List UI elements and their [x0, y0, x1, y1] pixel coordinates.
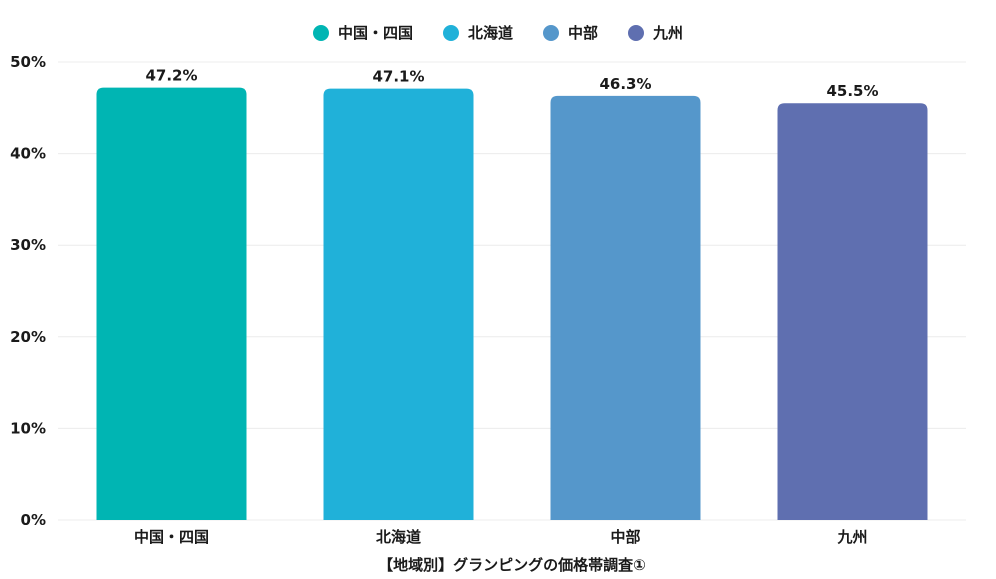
legend-label: 中部	[568, 24, 599, 42]
x-tick-label: 中部	[610, 528, 640, 546]
bar	[323, 88, 474, 521]
legend-item-hokkaido: 北海道	[442, 22, 513, 43]
bar	[96, 87, 247, 520]
y-tick-label: 30%	[10, 236, 46, 254]
bar	[777, 103, 928, 520]
x-axis: 中国・四国 北海道 中部 九州	[134, 528, 868, 546]
y-tick-label: 10%	[10, 419, 46, 437]
legend-label: 中国・四国	[337, 24, 413, 42]
bars	[96, 87, 928, 521]
y-axis: 0% 10% 20% 30% 40% 50%	[10, 53, 46, 529]
legend-swatch	[543, 24, 559, 41]
x-tick-label: 九州	[836, 528, 867, 546]
data-label: 47.2%	[145, 67, 197, 85]
legend-swatch	[442, 24, 459, 41]
legend-item-kyushu: 九州	[628, 22, 683, 43]
y-tick-label: 50%	[10, 53, 46, 71]
legend-label: 九州	[653, 24, 684, 42]
legend-item-chugoku-shikoku: 中国・四国	[312, 22, 413, 43]
legend-swatch	[628, 24, 645, 41]
x-tick-label: 北海道	[376, 528, 421, 546]
bar	[550, 95, 701, 520]
data-label: 47.1%	[372, 68, 424, 86]
data-labels: 47.2% 47.1% 46.3% 45.5%	[145, 67, 878, 101]
y-tick-label: 20%	[10, 328, 46, 346]
x-axis-title: 【地域別】グランピングの価格帯調査①	[378, 556, 646, 574]
legend-swatch	[312, 24, 329, 41]
y-tick-label: 40%	[10, 145, 46, 163]
y-tick-label: 0%	[21, 511, 46, 529]
legend-item-chubu: 中部	[543, 22, 598, 43]
data-label: 46.3%	[599, 75, 651, 93]
legend-label: 北海道	[467, 24, 513, 42]
chart-legend: 中国・四国 北海道 中部 九州	[0, 22, 996, 43]
data-label: 45.5%	[826, 82, 878, 100]
x-tick-label: 中国・四国	[134, 528, 209, 546]
